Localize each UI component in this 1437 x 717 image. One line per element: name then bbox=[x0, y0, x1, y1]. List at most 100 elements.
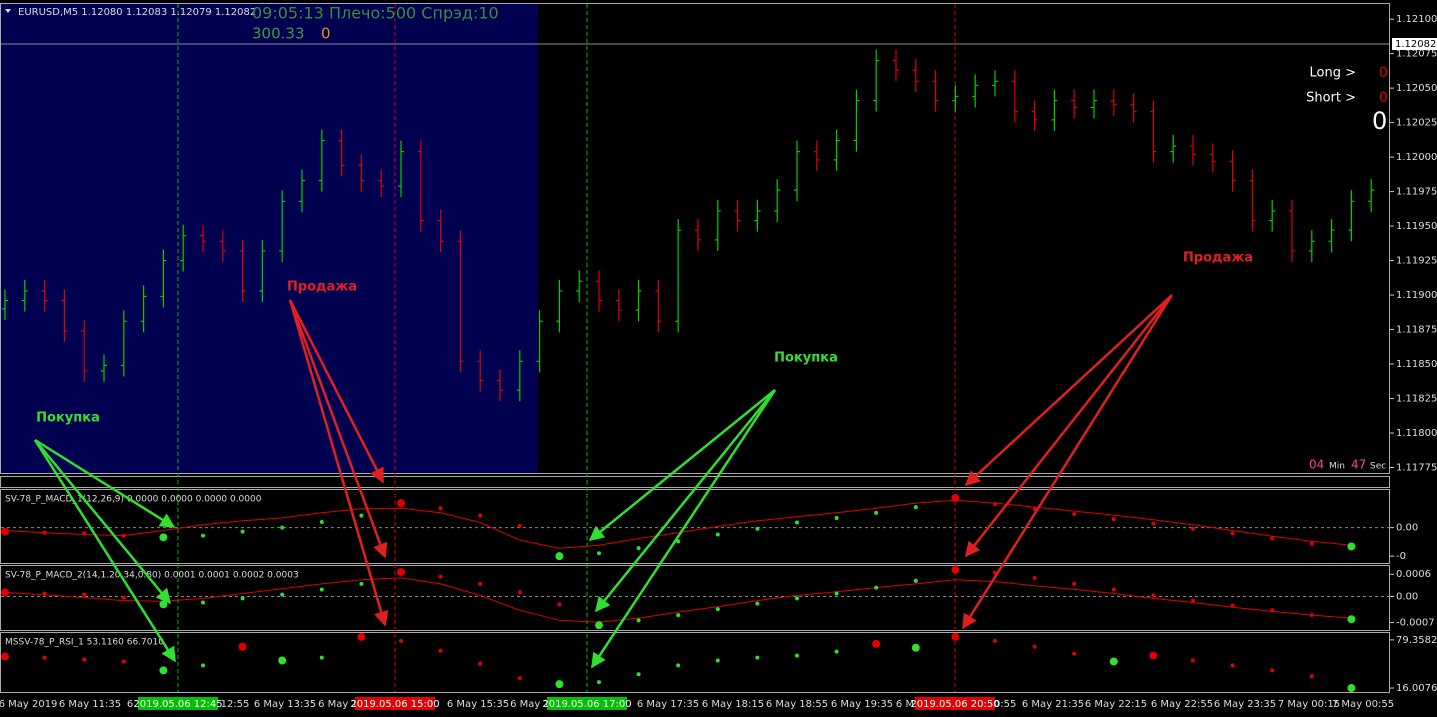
time-highlight bbox=[547, 697, 627, 710]
indicator-dot bbox=[240, 596, 245, 601]
indicator-dot bbox=[993, 638, 997, 643]
x-tick-label: 6 May 22:15 bbox=[1085, 699, 1147, 710]
indicator-dot bbox=[715, 658, 720, 663]
indicator-dot bbox=[319, 519, 324, 524]
indicator-dot bbox=[1347, 542, 1356, 551]
indicator-dot bbox=[1270, 668, 1275, 673]
indicator-dot bbox=[555, 552, 564, 561]
indicator-dot bbox=[911, 643, 920, 652]
indicator-dot bbox=[201, 600, 205, 605]
y-tick-label: 79.3582 bbox=[1396, 635, 1437, 646]
indicator-dot bbox=[1347, 684, 1356, 693]
short-label: Short > bbox=[1306, 91, 1356, 106]
indicator-dot bbox=[517, 590, 522, 595]
indicator-dot bbox=[201, 533, 205, 538]
rsi-frame bbox=[0, 632, 1390, 693]
indicator-dot bbox=[597, 680, 601, 685]
arrow bbox=[595, 389, 776, 613]
long-label: Long > bbox=[1310, 66, 1356, 81]
indicator-dot bbox=[913, 505, 918, 510]
x-tick-label: 7 May 00:15 bbox=[1278, 699, 1340, 710]
total: 0 bbox=[1372, 107, 1387, 135]
x-tick-label: 12:55 bbox=[221, 699, 250, 710]
session-background bbox=[1, 4, 538, 473]
y-tick-label: 1.12025 bbox=[1396, 118, 1437, 129]
indicator-dot bbox=[1151, 521, 1156, 526]
arrow bbox=[288, 299, 389, 627]
y-tick-label: 1.11800 bbox=[1396, 428, 1437, 439]
indicator-dot bbox=[715, 532, 720, 537]
arrow bbox=[965, 294, 1173, 558]
indicator-dot bbox=[595, 621, 603, 630]
annotation: Покупка bbox=[774, 351, 838, 366]
x-tick-label: 7 May 00:55 bbox=[1332, 699, 1394, 710]
x-tick-label: 6 May 23:35 bbox=[1214, 699, 1276, 710]
timer-min-label: Min bbox=[1329, 462, 1345, 472]
indicator-dot bbox=[636, 672, 641, 677]
indicator-line bbox=[4, 577, 1352, 623]
indicator-dot bbox=[1032, 575, 1037, 580]
indicator-dot bbox=[1072, 581, 1077, 586]
annotation: Продажа bbox=[287, 280, 357, 295]
indicator-dot bbox=[636, 618, 641, 623]
indicator-dot bbox=[42, 591, 47, 596]
y-tick-label: 1.11875 bbox=[1396, 325, 1437, 336]
indicator-dot bbox=[951, 493, 960, 502]
indicator-dot bbox=[1309, 674, 1314, 679]
arrow bbox=[288, 299, 385, 484]
x-tick-label: 20:55 bbox=[988, 699, 1017, 710]
indicator-dot bbox=[1, 588, 9, 597]
x-tick-label: 6 May 13:35 bbox=[254, 699, 316, 710]
indicator-dot bbox=[1111, 587, 1116, 592]
x-tick-label: 6 May 18:15 bbox=[702, 699, 764, 710]
indicator-dot bbox=[676, 663, 681, 668]
indicator-dot bbox=[951, 565, 960, 574]
indicator-dot bbox=[1032, 644, 1037, 649]
indicator-dot bbox=[121, 533, 126, 538]
indicator-dot bbox=[755, 655, 760, 660]
timer-sec-label: Sec bbox=[1370, 462, 1386, 472]
indicator-dot bbox=[834, 649, 839, 654]
indicator-dot bbox=[517, 676, 522, 681]
indicator-dot bbox=[951, 632, 960, 641]
indicator-dot bbox=[557, 602, 562, 607]
indicator-dot bbox=[278, 656, 287, 665]
balance-count: 0 bbox=[321, 25, 331, 43]
indicator-dot bbox=[359, 581, 364, 586]
indicator-dot bbox=[159, 666, 168, 675]
indicator-dot bbox=[121, 659, 126, 664]
indicator-dot bbox=[201, 663, 205, 668]
indicator-dot bbox=[280, 592, 285, 597]
arrow bbox=[34, 438, 176, 529]
indicator-dot bbox=[676, 613, 681, 618]
indicator-dot bbox=[715, 607, 720, 612]
indicator-dot bbox=[397, 499, 405, 508]
time-highlight bbox=[915, 697, 995, 710]
time-highlight bbox=[355, 697, 435, 710]
indicator-dot bbox=[42, 655, 47, 660]
y-tick-label: 1.11925 bbox=[1396, 256, 1437, 267]
indicator-dot bbox=[1032, 506, 1037, 511]
indicator-dot bbox=[357, 632, 366, 641]
indicator-dot bbox=[159, 600, 168, 609]
y-tick-label: 1.12050 bbox=[1396, 83, 1437, 94]
arrow bbox=[288, 299, 388, 559]
plot-layer: 1.12100 1.12075 1.12050 1.12025 1.12000 1.119… bbox=[0, 4, 1437, 710]
x-tick-label: 2019.05.06 15:00 bbox=[350, 699, 439, 710]
indicator-dot bbox=[555, 680, 564, 689]
x-tick-label: 6 May 11:35 bbox=[59, 699, 121, 710]
arrow bbox=[590, 389, 777, 669]
y-tick-label: 1.11950 bbox=[1396, 221, 1437, 232]
indicator-title: MSSV-78_P_RSI_1 53.1160 66.7010 bbox=[5, 638, 164, 648]
indicator-dot bbox=[478, 661, 483, 666]
balance: 300.33 bbox=[252, 25, 305, 43]
price-label: 1.12082 bbox=[1395, 39, 1436, 50]
indicator-dot bbox=[1149, 651, 1158, 660]
menu-icon bbox=[5, 9, 11, 13]
indicator-dot bbox=[1191, 526, 1195, 531]
indicator-dot bbox=[1270, 608, 1275, 613]
indicator-dot bbox=[397, 567, 405, 576]
y-tick-label: -0 bbox=[1396, 551, 1406, 562]
